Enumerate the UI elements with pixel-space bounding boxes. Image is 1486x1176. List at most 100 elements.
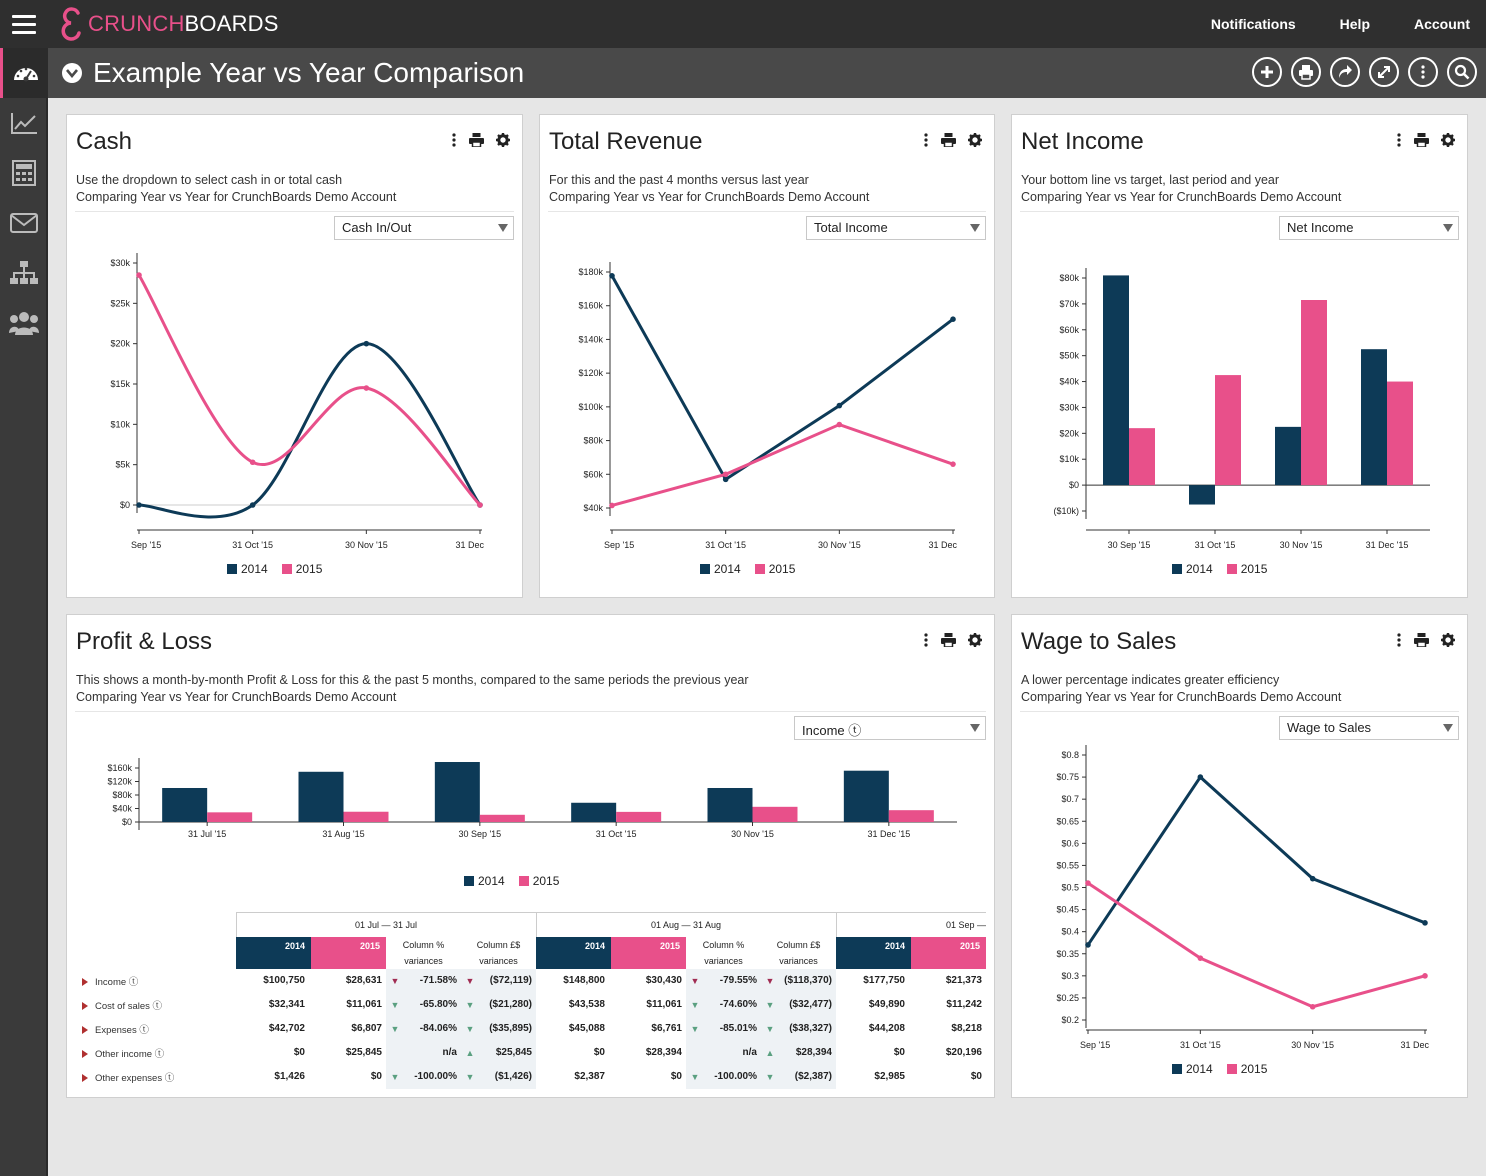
wage-chart: $0.2 $0.25 $0.3 $0.35 $0.4 $0.45 $0.5 $0.55 $0.6…: [1056, 745, 1429, 1050]
account-link[interactable]: Account: [1414, 16, 1470, 32]
y-tick-label: $180k: [578, 267, 603, 277]
print-icon[interactable]: [941, 133, 956, 147]
expand-row-icon[interactable]: [82, 1001, 88, 1010]
y-tick-label: $40k: [583, 503, 603, 513]
variance-arrow-icon: ▼: [686, 992, 704, 1017]
table-row[interactable]: Other income ⓣ $0 $25,845 n/a ▲ $25,845 $0 $28,…: [76, 1040, 986, 1065]
y-tick-label: $80k: [583, 436, 603, 446]
gear-icon[interactable]: [496, 133, 510, 147]
bar-2014: [434, 762, 480, 822]
col-header-2015: 2015: [311, 936, 386, 969]
more-vertical-icon[interactable]: [1396, 133, 1402, 147]
bar-2014: [1361, 349, 1387, 486]
cell-2015: $0: [970, 1071, 982, 1082]
more-vertical-icon[interactable]: [1396, 633, 1402, 647]
row-label: Other expenses ⓣ: [76, 1065, 236, 1089]
print-icon[interactable]: [469, 133, 484, 147]
expand-row-icon[interactable]: [82, 1025, 88, 1034]
bar-2015: [1301, 300, 1327, 486]
more-vertical-icon[interactable]: [923, 133, 929, 147]
variance-arrow-icon: ▼: [386, 1064, 404, 1089]
sidebar-item-dashboard[interactable]: [0, 48, 48, 98]
net-income-select[interactable]: Net Income: [1279, 216, 1459, 240]
legend-label-2015: 2015: [532, 874, 560, 888]
variance-arrow-icon: ▼: [761, 992, 779, 1017]
cash-select[interactable]: Cash In/Out: [334, 216, 514, 240]
pl-data-table: 01 Jul — 31 Jul 01 Aug — 31 Aug 01 Sep —20…: [76, 912, 986, 1089]
table-row[interactable]: Other expenses ⓣ $1,426 $0 ▼ -100.00% ▼ ($1,42…: [76, 1064, 986, 1089]
brand-part2: BOARDS: [184, 11, 279, 36]
variance-arrow-icon: ▼: [461, 1064, 479, 1089]
menu-icon[interactable]: [0, 0, 48, 48]
x-tick-label: 31 Jul '15: [188, 829, 226, 839]
print-icon: [1299, 65, 1313, 80]
y-tick-label: $30k: [1059, 402, 1079, 412]
share-button[interactable]: [1330, 57, 1360, 87]
y-tick-label: $120k: [578, 368, 603, 378]
gear-icon[interactable]: [968, 133, 982, 147]
help-link[interactable]: Help: [1339, 16, 1370, 32]
legend-label-2014: 2014: [1186, 562, 1213, 576]
y-tick-label: $0.8: [1061, 750, 1079, 760]
legend-2015: 2015: [281, 562, 322, 576]
data-point-2015: [477, 502, 483, 508]
cell-2015: $25,845: [345, 1047, 382, 1058]
bar-2015: [1215, 375, 1241, 486]
notifications-link[interactable]: Notifications: [1210, 16, 1296, 32]
top-bar: CRUNCHBOARDS Notifications Help Account: [0, 0, 1486, 48]
col-header-2014: 2014: [836, 936, 911, 969]
expand-row-icon[interactable]: [82, 1049, 88, 1058]
table-row[interactable]: Income ⓣ $100,750 $28,631 ▼ -71.58% ▼ ($72,119…: [76, 968, 986, 993]
add-button[interactable]: [1252, 57, 1282, 87]
divider: [1020, 711, 1459, 712]
search-button[interactable]: [1447, 57, 1477, 87]
legend-swatch-2014: [1172, 1064, 1182, 1074]
more-button[interactable]: [1408, 57, 1438, 87]
sidebar: [0, 48, 48, 1176]
cell-gbp-variance: ($2,387): [779, 1064, 836, 1089]
bar-2014: [162, 787, 208, 822]
y-tick-label: $0: [122, 817, 132, 827]
sidebar-item-org[interactable]: [0, 248, 48, 298]
print-button[interactable]: [1291, 57, 1321, 87]
cell-2014: $42,702: [268, 1023, 305, 1034]
y-tick-label: $0.55: [1056, 860, 1079, 870]
expand-row-icon[interactable]: [82, 1073, 88, 1082]
wage-select[interactable]: Wage to Sales: [1279, 716, 1459, 740]
y-tick-label: $0.4: [1061, 927, 1079, 937]
sidebar-item-charts[interactable]: [0, 98, 48, 148]
pl-table: 01 Jul — 31 Jul 01 Aug — 31 Aug 01 Sep —20…: [76, 912, 987, 1092]
print-icon[interactable]: [1414, 633, 1429, 647]
net-income-card: Net Income Your bottom line vs target, l…: [1011, 114, 1468, 598]
y-tick-label: $20k: [1059, 428, 1079, 438]
pl-select[interactable]: Income ⓣ: [794, 716, 986, 740]
more-vertical-icon[interactable]: [923, 633, 929, 647]
fullscreen-button[interactable]: [1369, 57, 1399, 87]
gear-icon[interactable]: [968, 633, 982, 647]
expand-row-icon[interactable]: [82, 977, 88, 986]
sidebar-item-calculator[interactable]: [0, 148, 48, 198]
cell-gbp-variance: ($118,370): [779, 968, 836, 993]
x-tick-label: 30 Sep '15: [1108, 540, 1151, 550]
legend-label-2015: 2015: [1240, 562, 1268, 576]
desc-line-1: Use the dropdown to select cash in or to…: [76, 173, 343, 187]
sidebar-item-mail[interactable]: [0, 198, 48, 248]
table-row[interactable]: Cost of sales ⓣ $32,341 $11,061 ▼ -65.80% ▼ ($…: [76, 992, 986, 1017]
select-value: Net Income: [1287, 220, 1354, 235]
title-dropdown-toggle[interactable]: [62, 63, 82, 83]
print-icon[interactable]: [1414, 133, 1429, 147]
table-row[interactable]: Expenses ⓣ $42,702 $6,807 ▼ -84.06% ▼ ($35,895…: [76, 1016, 986, 1041]
more-vertical-icon[interactable]: [451, 133, 457, 147]
brand-logo[interactable]: CRUNCHBOARDS: [58, 6, 279, 42]
gear-icon[interactable]: [1441, 133, 1455, 147]
series-line-2014: [138, 342, 482, 519]
series-line-2015: [1087, 881, 1426, 1009]
gear-icon[interactable]: [1441, 633, 1455, 647]
sidebar-item-users[interactable]: [0, 298, 48, 348]
y-tick-label: $25k: [110, 298, 130, 308]
desc-line-2: Comparing Year vs Year for CrunchBoards …: [76, 190, 397, 204]
revenue-select[interactable]: Total Income: [806, 216, 986, 240]
card-description: Your bottom line vs target, last period …: [1021, 172, 1341, 206]
x-tick-label: 30 Nov '15: [1291, 1040, 1334, 1050]
print-icon[interactable]: [941, 633, 956, 647]
